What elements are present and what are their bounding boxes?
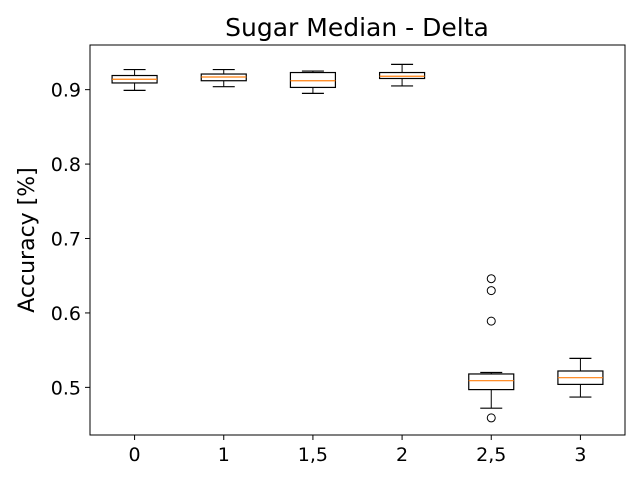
box-iqr bbox=[289, 71, 337, 89]
box-group bbox=[289, 70, 337, 94]
outlier-point bbox=[486, 274, 496, 284]
boxes-group bbox=[111, 63, 604, 423]
y-axis-label: Accuracy [%] bbox=[15, 167, 40, 313]
x-axis: 0 1 1,5 2 2,5 3 bbox=[129, 435, 586, 466]
y-tick-label: 0.8 bbox=[51, 154, 81, 176]
outlier-point bbox=[486, 286, 496, 296]
y-tick-label: 0.5 bbox=[51, 377, 81, 399]
plot-frame bbox=[89, 44, 626, 436]
outlier-point bbox=[486, 413, 496, 423]
y-tick-label: 0.7 bbox=[51, 229, 81, 251]
box-iqr bbox=[378, 71, 426, 80]
box-group bbox=[557, 357, 604, 398]
x-tick-label: 0 bbox=[129, 444, 141, 466]
box-group bbox=[200, 68, 247, 88]
y-tick-label: 0.6 bbox=[51, 303, 81, 325]
y-axis: 0.5 0.6 0.7 0.8 0.9 bbox=[51, 80, 90, 399]
y-tick-label: 0.9 bbox=[51, 80, 81, 102]
box-group bbox=[111, 68, 158, 92]
box-group bbox=[378, 63, 426, 87]
x-tick-label: 1,5 bbox=[298, 444, 328, 466]
x-tick-label: 2,5 bbox=[476, 444, 506, 466]
box-group bbox=[468, 274, 515, 423]
x-tick-label: 2 bbox=[396, 444, 408, 466]
chart-title: Sugar Median - Delta bbox=[225, 13, 489, 42]
box-iqr bbox=[468, 373, 515, 391]
x-tick-label: 3 bbox=[574, 444, 586, 466]
x-tick-label: 1 bbox=[218, 444, 230, 466]
outlier-point bbox=[486, 316, 496, 326]
